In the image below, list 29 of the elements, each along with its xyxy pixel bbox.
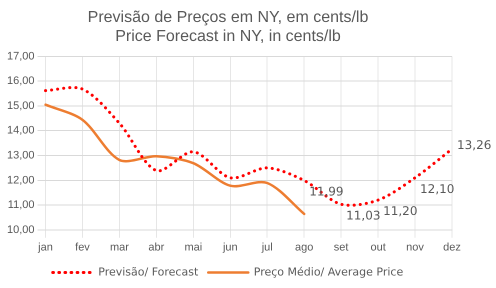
legend-label: Previsão/ Forecast [98, 265, 199, 278]
line-series [44, 103, 306, 216]
y-tick-label: 11,00 [8, 199, 35, 212]
y-tick-label: 15,00 [6, 100, 35, 112]
data-label: 11,20 [383, 204, 418, 218]
y-tick-label: 17,00 [6, 50, 35, 62]
x-tick-label: abr [148, 241, 165, 254]
x-tick-label: jun [222, 241, 238, 254]
data-label: 11,03 [346, 208, 381, 222]
y-tick-label: 13,00 [6, 150, 35, 162]
data-label: 11,99 [309, 184, 344, 199]
y-tick-label: 14,00 [6, 124, 35, 137]
x-tick-label: mar [110, 241, 130, 254]
x-tick-label: nov [406, 241, 424, 254]
data-label: 12,10 [420, 182, 454, 196]
x-tick-label: mai [184, 241, 202, 254]
y-tick-label: 12,00 [6, 174, 35, 186]
x-tick-label: jan [37, 241, 53, 254]
legend-label: Preço Médio/ Average Price [254, 265, 404, 278]
x-tick-label: ago [295, 241, 314, 254]
y-tick-label: 10,00 [6, 224, 35, 236]
x-tick-label: out [370, 241, 386, 254]
x-tick-label: fev [75, 241, 90, 254]
y-tick-label: 16,00 [6, 75, 35, 88]
x-tick-label: dez [443, 241, 461, 254]
x-tick-label: jul [260, 241, 273, 254]
chart-title: Previsão de Preços em NY, em cents/lb Price Forecast in NY, in cents/lb [88, 9, 368, 46]
data-label: 13,26 [457, 138, 492, 152]
x-tick-label: set [334, 241, 348, 254]
